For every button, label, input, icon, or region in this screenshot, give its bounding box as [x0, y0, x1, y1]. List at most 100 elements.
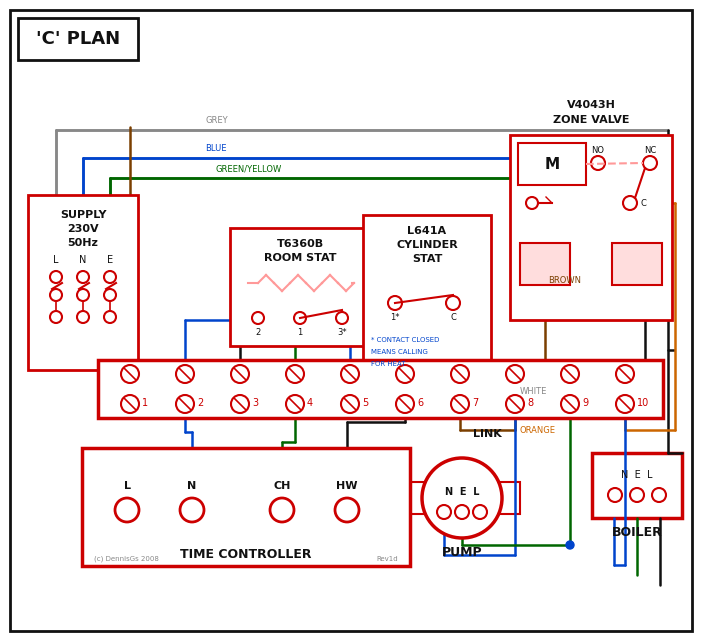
- Text: LINK: LINK: [473, 429, 502, 439]
- Text: 4: 4: [307, 398, 313, 408]
- Bar: [612, 243, 662, 285]
- Circle shape: [396, 365, 414, 383]
- Text: 50Hz: 50Hz: [67, 238, 98, 248]
- Bar: [500, 482, 520, 514]
- Bar: [592, 453, 682, 518]
- Text: NO: NO: [592, 146, 604, 154]
- Text: C: C: [450, 313, 456, 322]
- Text: 2: 2: [256, 328, 260, 337]
- Text: N: N: [187, 481, 197, 491]
- Bar: [510, 135, 672, 320]
- Circle shape: [231, 365, 249, 383]
- Circle shape: [451, 395, 469, 413]
- Text: N: N: [79, 255, 86, 265]
- Text: V4043H: V4043H: [567, 100, 616, 110]
- Circle shape: [422, 458, 502, 538]
- Circle shape: [115, 498, 139, 522]
- Text: L: L: [53, 255, 59, 265]
- Circle shape: [652, 488, 666, 502]
- Circle shape: [591, 156, 605, 170]
- Text: C: C: [640, 199, 646, 208]
- Circle shape: [121, 395, 139, 413]
- Text: SUPPLY: SUPPLY: [60, 210, 106, 220]
- Text: 1: 1: [142, 398, 148, 408]
- Text: MEANS CALLING: MEANS CALLING: [371, 349, 428, 355]
- Text: BOILER: BOILER: [611, 526, 663, 540]
- Circle shape: [176, 365, 194, 383]
- Text: * CONTACT CLOSED: * CONTACT CLOSED: [371, 337, 439, 343]
- Circle shape: [104, 271, 116, 283]
- Text: N  E  L: N E L: [445, 487, 479, 497]
- Circle shape: [623, 196, 637, 210]
- Text: 7: 7: [472, 398, 478, 408]
- Text: CYLINDER: CYLINDER: [396, 240, 458, 250]
- Circle shape: [506, 395, 524, 413]
- Circle shape: [455, 505, 469, 519]
- Bar: [18, 18, 138, 60]
- Text: 10: 10: [637, 398, 649, 408]
- Circle shape: [526, 197, 538, 209]
- Bar: [363, 215, 491, 375]
- Bar: [404, 482, 424, 514]
- Text: 3*: 3*: [337, 328, 347, 337]
- Circle shape: [294, 312, 306, 324]
- Bar: [82, 448, 410, 566]
- Text: 1*: 1*: [390, 313, 399, 322]
- Text: 3: 3: [252, 398, 258, 408]
- Bar: [98, 360, 663, 418]
- Circle shape: [506, 365, 524, 383]
- Circle shape: [50, 289, 62, 301]
- Text: HW: HW: [336, 481, 358, 491]
- Circle shape: [616, 365, 634, 383]
- Circle shape: [180, 498, 204, 522]
- Circle shape: [335, 498, 359, 522]
- Circle shape: [50, 311, 62, 323]
- Circle shape: [473, 505, 487, 519]
- Text: PUMP: PUMP: [442, 547, 482, 560]
- Text: ROOM STAT: ROOM STAT: [264, 253, 336, 263]
- Bar: [520, 243, 570, 285]
- Text: STAT: STAT: [412, 254, 442, 264]
- Circle shape: [341, 365, 359, 383]
- Text: 2: 2: [197, 398, 204, 408]
- Text: L: L: [124, 481, 131, 491]
- Circle shape: [286, 395, 304, 413]
- Bar: [230, 228, 370, 346]
- Text: N  E  L: N E L: [621, 470, 653, 480]
- Text: 6: 6: [417, 398, 423, 408]
- Circle shape: [608, 488, 622, 502]
- Circle shape: [231, 395, 249, 413]
- Circle shape: [561, 395, 579, 413]
- Circle shape: [616, 395, 634, 413]
- Circle shape: [270, 498, 294, 522]
- Bar: [518, 143, 586, 185]
- Circle shape: [336, 312, 348, 324]
- Circle shape: [77, 271, 89, 283]
- Circle shape: [341, 395, 359, 413]
- Circle shape: [561, 365, 579, 383]
- Circle shape: [104, 311, 116, 323]
- Circle shape: [286, 365, 304, 383]
- Text: 'C' PLAN: 'C' PLAN: [36, 30, 120, 48]
- Text: (c) DennisGs 2008: (c) DennisGs 2008: [94, 556, 159, 562]
- Text: ORANGE: ORANGE: [520, 426, 556, 435]
- Text: GREY: GREY: [205, 116, 227, 125]
- Circle shape: [643, 156, 657, 170]
- Circle shape: [176, 395, 194, 413]
- Text: NC: NC: [644, 146, 656, 154]
- Text: 230V: 230V: [67, 224, 99, 234]
- Circle shape: [104, 289, 116, 301]
- Circle shape: [446, 296, 460, 310]
- Text: M: M: [545, 156, 559, 172]
- Text: E: E: [107, 255, 113, 265]
- Circle shape: [566, 541, 574, 549]
- Text: BROWN: BROWN: [548, 276, 581, 285]
- Bar: [28, 195, 138, 370]
- Circle shape: [437, 505, 451, 519]
- Circle shape: [50, 271, 62, 283]
- Circle shape: [630, 488, 644, 502]
- Circle shape: [77, 311, 89, 323]
- Text: L641A: L641A: [407, 226, 446, 236]
- Text: CH: CH: [273, 481, 291, 491]
- Text: TIME CONTROLLER: TIME CONTROLLER: [180, 547, 312, 560]
